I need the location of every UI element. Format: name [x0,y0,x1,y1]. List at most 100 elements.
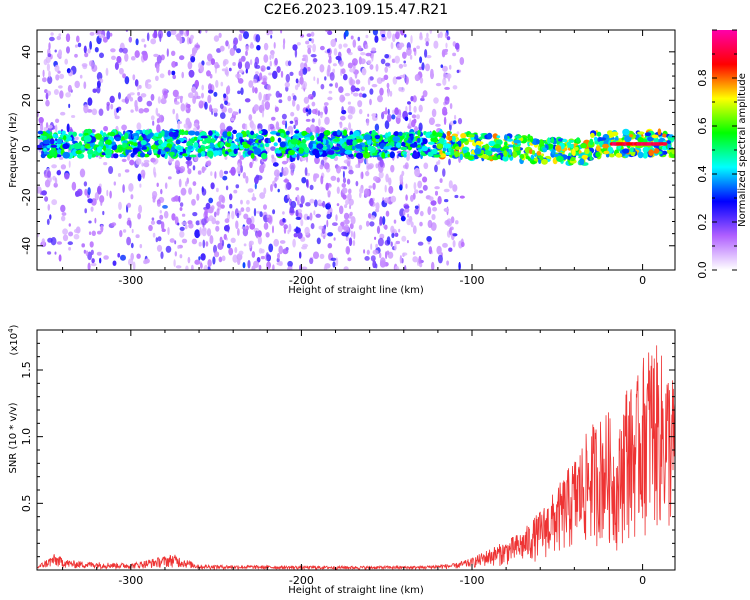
spectrogram-cell [398,63,404,69]
spectrogram-cell [243,31,249,40]
spectrogram-cell [181,238,188,244]
spectrogram-cell [555,145,562,152]
spectrogram-cell [143,107,150,113]
spectrogram-cell [228,247,234,256]
spectrogram-cell [343,166,348,170]
spectrogram-cell [71,181,77,191]
spectrogram-cell [320,45,325,51]
spectrogram-cell [136,122,142,131]
spectrogram-cell [422,176,428,183]
snr-x-axis-title: Height of straight line (km) [288,585,424,596]
spectrogram-cell [188,92,194,99]
spectrogram-cell [122,47,128,54]
spectrogram-cell [328,90,333,94]
spectrogram-cell [213,91,218,97]
spectrogram-cell [47,204,51,211]
spectrogram-cell [324,76,327,81]
spectrogram-cell [56,170,61,176]
spectrogram-cell [124,132,129,140]
spectrogram-cell [292,44,298,51]
spectrogram-cell [424,37,430,43]
snr-x-tick-label: -200 [289,574,314,587]
spectrogram-cell [365,52,372,57]
spectrogram-cell [263,187,267,195]
spectrogram-cell [419,77,424,84]
spectrogram-cell [355,138,363,143]
spectrogram-cell [195,220,200,226]
spectrogram-cell [387,88,390,97]
spectrogram-cell [671,148,675,155]
spectrogram-cell [138,136,144,142]
spectrogram-cell [44,179,51,188]
spectrogram-cell [144,129,149,136]
spectrogram-cell [141,38,146,43]
spectrogram-cell [319,164,324,170]
spectrogram-cell [385,210,390,217]
spectrogram-cell [490,147,498,152]
spectrogram-cell [254,87,258,94]
spectrogram-cell [409,143,418,148]
colorbar-tick-label: 0.0 [696,261,709,279]
spectrogram-cell [148,224,153,232]
spectrogram-cell [87,152,92,160]
spectrogram-cell [109,190,112,199]
spectrogram-cell [187,145,193,150]
spectrogram-cell [385,173,389,183]
spectrogram-cell [83,249,87,254]
spectrogram-cell [260,248,265,254]
spectrogram-cell [433,40,439,49]
spectrogram-cell [50,32,54,36]
spectrogram-cell [257,236,262,245]
spectrogram-cell [366,118,370,126]
spectrogram-cell [91,258,95,264]
spectrogram-cell [253,104,259,112]
spectrogram-cell [268,124,271,132]
spectrogram-cell [542,147,548,153]
spectrogram-cell [159,73,165,79]
spectrogram-cell [256,257,261,263]
spectrogram-cell [311,101,316,107]
spectrogram-cell [442,65,448,72]
spectrogram-cell [386,113,392,123]
spectrogram-cell [439,150,443,155]
spectrogram-cell [214,171,217,179]
spectrogram-cell [333,138,340,142]
spectrogram-cell [127,141,134,145]
spectrogram-cell [609,153,615,158]
spectrogram-cell [226,131,232,137]
spectrogram-cell [163,210,169,219]
spectrogram-cell [417,204,420,211]
spectrogram-cell [152,232,156,238]
spectrogram-cell [426,55,432,59]
spectrogram-cell [570,143,574,149]
spectrogram-cell [383,74,389,81]
spectrogram-cell [259,211,263,218]
spectrogram-cell [435,82,442,87]
spectrogram-cell [449,64,452,70]
spectrogram-cell [220,204,225,209]
spectrogram-cell [83,135,92,143]
spectrogram-cell [133,135,138,140]
spectrogram-cell [364,146,368,154]
spectrogram-cell [454,42,460,50]
spectrogram-cell [314,156,320,165]
spectrogram-cell [156,200,161,207]
spectrogram-cell [278,99,283,104]
spectrogram-cell [98,140,104,147]
spectrogram-cell [216,201,222,207]
spectrogram-cell [419,221,423,227]
spectrogram-cell [111,55,116,60]
spectrogram-cell [306,111,309,117]
spectrogram-cell [51,199,58,206]
spectrogram-cell [56,138,63,145]
spectrogram-cell [226,125,233,132]
spectrogram-cell [238,33,243,42]
spectrogram-cell [443,72,447,80]
spectrogram-cell [362,151,371,159]
spectrogram-cell [285,73,290,83]
spectrogram-cell [209,235,214,245]
spectrogram-cell [313,173,317,182]
spectrogram-cell [237,61,243,69]
spectrogram-cell [68,160,71,168]
spectrogram-cell [175,113,179,121]
